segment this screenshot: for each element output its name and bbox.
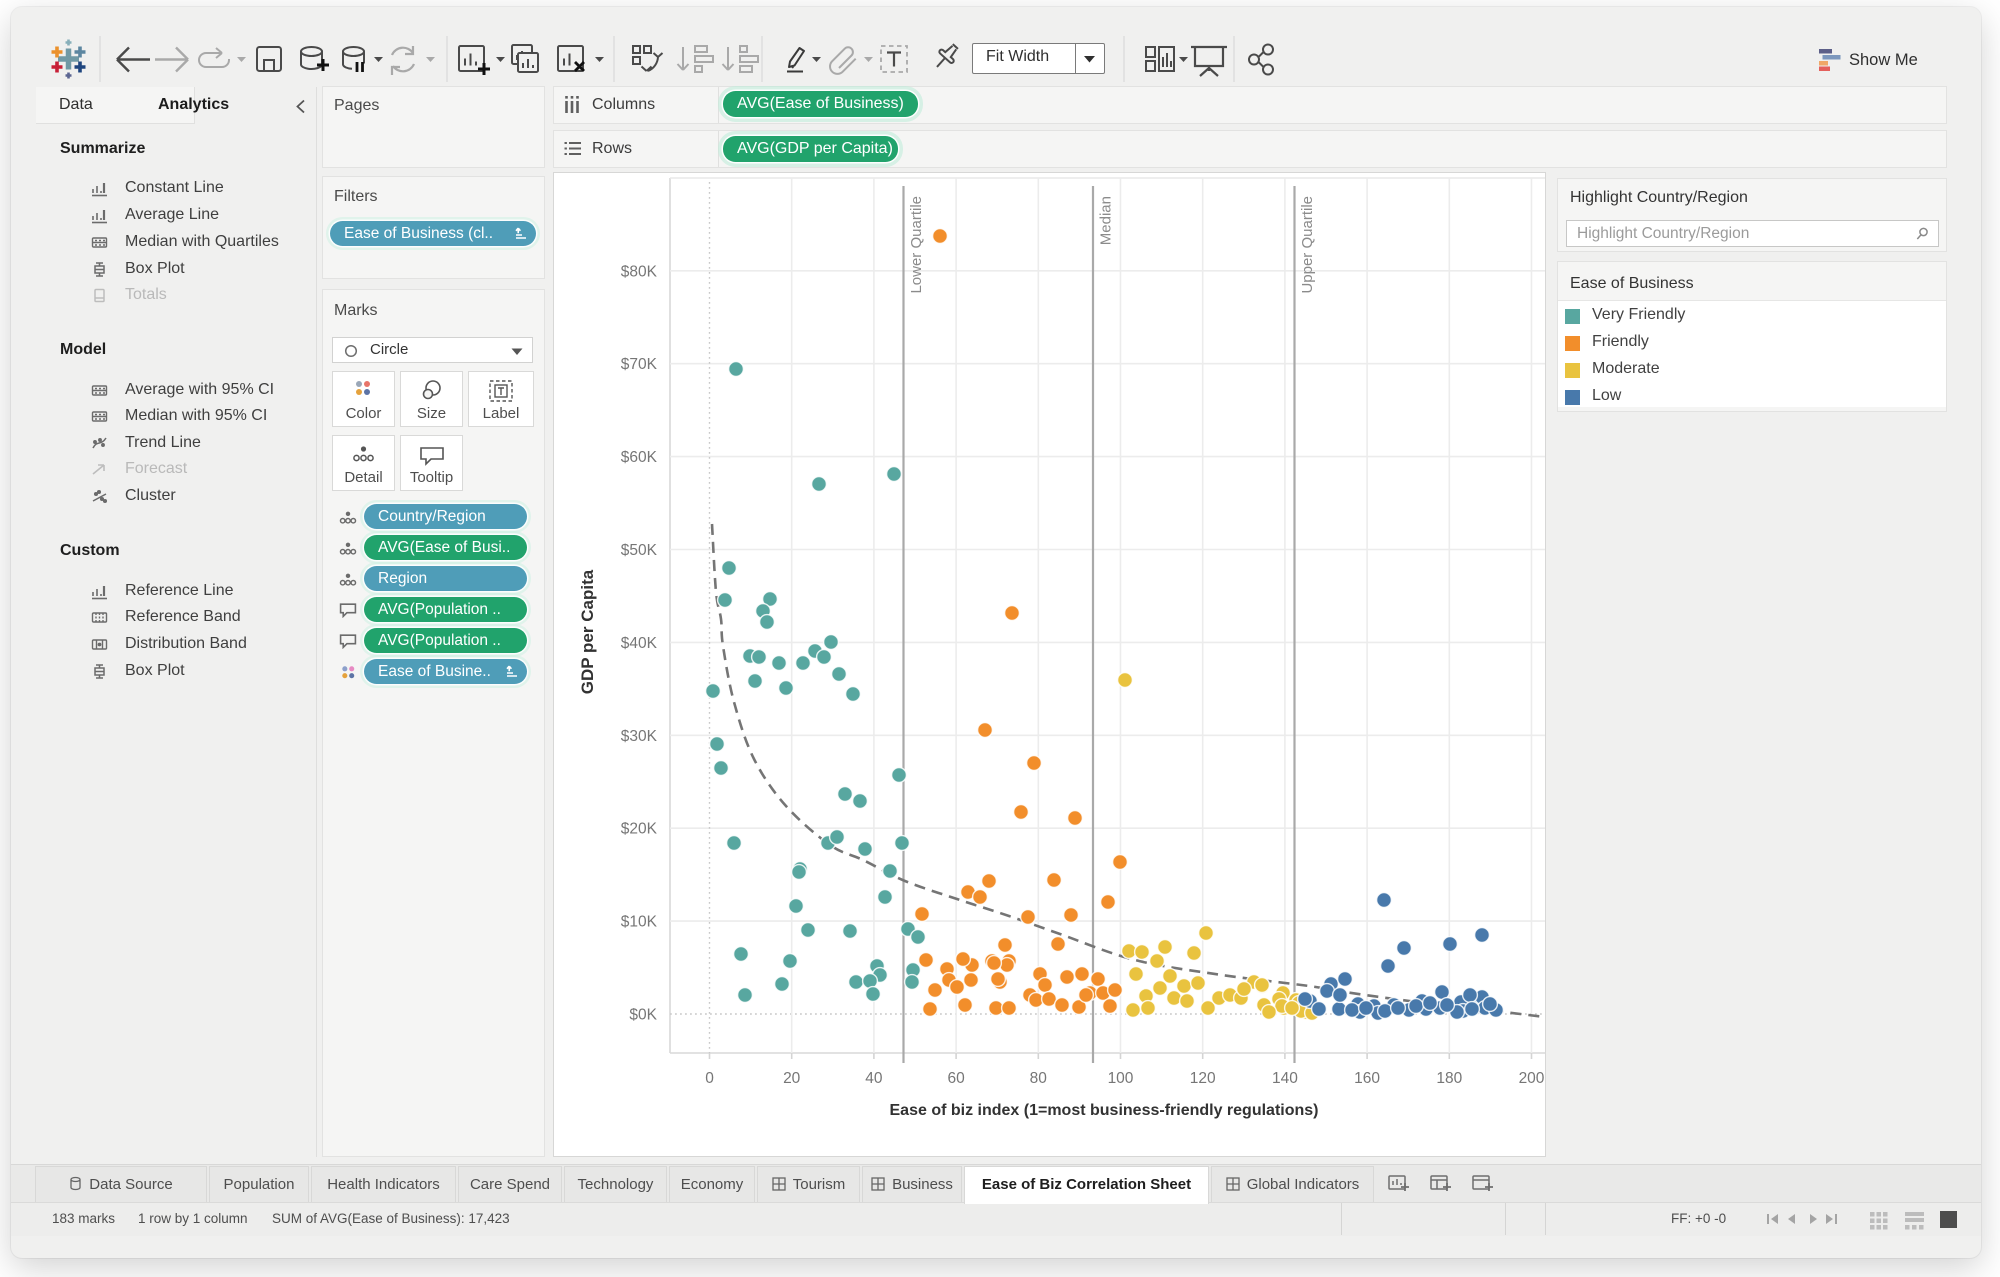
svg-text:140: 140 [1272,1070,1298,1087]
svg-text:$20K: $20K [621,821,658,838]
svg-text:180: 180 [1436,1070,1462,1087]
svg-text:$10K: $10K [621,914,658,931]
svg-text:Upper Quartile: Upper Quartile [1299,196,1316,294]
svg-text:200: 200 [1519,1070,1545,1087]
svg-text:Median: Median [1098,196,1115,245]
svg-text:$50K: $50K [621,542,658,559]
svg-text:GDP per Capita: GDP per Capita [578,569,597,694]
svg-text:$60K: $60K [621,449,658,466]
svg-text:20: 20 [783,1070,801,1087]
svg-text:Ease of biz index (1=most busi: Ease of biz index (1=most business-frien… [890,1102,1319,1119]
svg-text:0: 0 [705,1070,714,1087]
svg-text:40: 40 [865,1070,883,1087]
svg-text:$0K: $0K [629,1007,657,1024]
svg-text:80: 80 [1030,1070,1048,1087]
svg-text:120: 120 [1190,1070,1216,1087]
svg-text:$70K: $70K [621,356,658,373]
svg-text:100: 100 [1108,1070,1134,1087]
svg-text:160: 160 [1354,1070,1380,1087]
svg-text:60: 60 [947,1070,965,1087]
svg-text:$30K: $30K [621,728,658,745]
svg-text:Lower Quartile: Lower Quartile [908,196,925,294]
svg-text:$40K: $40K [621,635,658,652]
svg-text:$80K: $80K [621,263,658,280]
